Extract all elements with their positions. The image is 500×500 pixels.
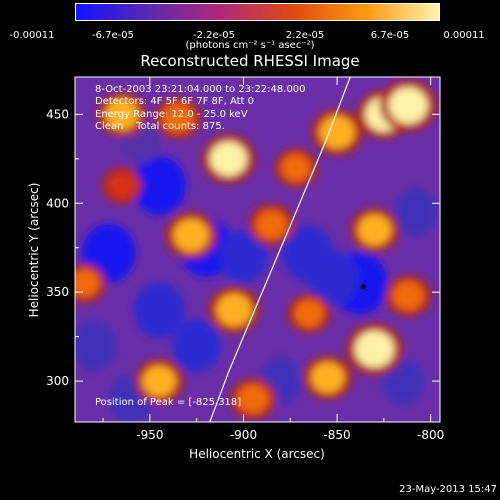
y-tick-label: 450 bbox=[46, 107, 69, 121]
hot-spot bbox=[255, 209, 288, 240]
marker-layer bbox=[360, 284, 366, 290]
hot-spot bbox=[75, 269, 100, 298]
hot-spot bbox=[354, 330, 394, 368]
hot-spot bbox=[216, 293, 252, 327]
colorbar-tick-label: -0.00011 bbox=[9, 30, 55, 41]
colorbar-strip bbox=[75, 3, 440, 21]
info-time-range: 8-Oct-2003 23:21:04.000 to 23:22:48.000 bbox=[95, 84, 306, 95]
hot-spot bbox=[357, 214, 392, 246]
solar-limb-curve bbox=[209, 77, 351, 422]
hot-spot bbox=[209, 141, 248, 177]
x-tick-label: -950 bbox=[136, 428, 163, 442]
cold-spot bbox=[132, 156, 186, 215]
peak-marker bbox=[360, 284, 366, 290]
footer-date: 23-May-2013 15:47 bbox=[399, 484, 497, 495]
peak-position-label: Position of Peak = [-825,318] bbox=[95, 397, 242, 408]
x-tick-label: -850 bbox=[323, 428, 350, 442]
cold-spot bbox=[75, 320, 117, 371]
x-tick-label: -900 bbox=[230, 428, 257, 442]
colorbar-unit-label: (photons cm⁻² s⁻¹ asec⁻²) bbox=[185, 40, 315, 51]
y-tick-label: 350 bbox=[46, 285, 69, 299]
hot-spot bbox=[162, 103, 194, 133]
hot-spot bbox=[237, 384, 269, 414]
y-axis-title: Heliocentric Y (arcsec) bbox=[27, 183, 41, 318]
hot-spot bbox=[173, 218, 209, 252]
info-energy-range: Energy Range: 12.0 - 25.0 keV bbox=[95, 109, 248, 120]
cold-spot bbox=[307, 249, 359, 306]
hot-spot bbox=[311, 362, 345, 394]
colorbar-tick-label: 6.7e-05 bbox=[370, 30, 410, 41]
hot-spot bbox=[319, 115, 355, 149]
colorbar bbox=[75, 3, 440, 21]
info-detectors: Detectors: 4F 5F 6F 7F 8F, Att 0 bbox=[95, 96, 255, 107]
hot-spot bbox=[388, 87, 428, 124]
hot-spot bbox=[105, 98, 139, 130]
y-tick-label: 400 bbox=[46, 196, 69, 210]
hot-spot bbox=[281, 153, 311, 182]
colorbar-tick-label: -2.2e-05 bbox=[193, 30, 235, 41]
cold-spot bbox=[219, 230, 268, 284]
axes: -950 -900 -850 -800 300 350 400 450 bbox=[46, 77, 444, 442]
hot-spot bbox=[142, 365, 176, 397]
x-axis-title: Heliocentric X (arcsec) bbox=[189, 447, 325, 461]
colorbar-tick-label: 2.2e-05 bbox=[285, 30, 325, 41]
cold-spot bbox=[133, 281, 185, 338]
y-tick-label: 300 bbox=[46, 374, 69, 388]
colorbar-tick-label: 0.00011 bbox=[443, 30, 485, 41]
plot-title: Reconstructed RHESSI Image bbox=[140, 52, 360, 70]
hot-spot bbox=[108, 172, 136, 199]
limb-layer bbox=[209, 77, 351, 422]
cold-spot bbox=[394, 188, 438, 236]
plot-frame bbox=[74, 76, 441, 423]
hot-spot bbox=[392, 281, 424, 311]
cold-spot bbox=[172, 318, 221, 373]
info-clean-counts: Clean Total counts: 875. bbox=[95, 121, 225, 132]
hot-spot bbox=[294, 299, 324, 328]
x-tick-label: -800 bbox=[417, 428, 444, 442]
colorbar-tick-label: -6.7e-05 bbox=[92, 30, 134, 41]
intensity-blobs bbox=[75, 79, 438, 422]
